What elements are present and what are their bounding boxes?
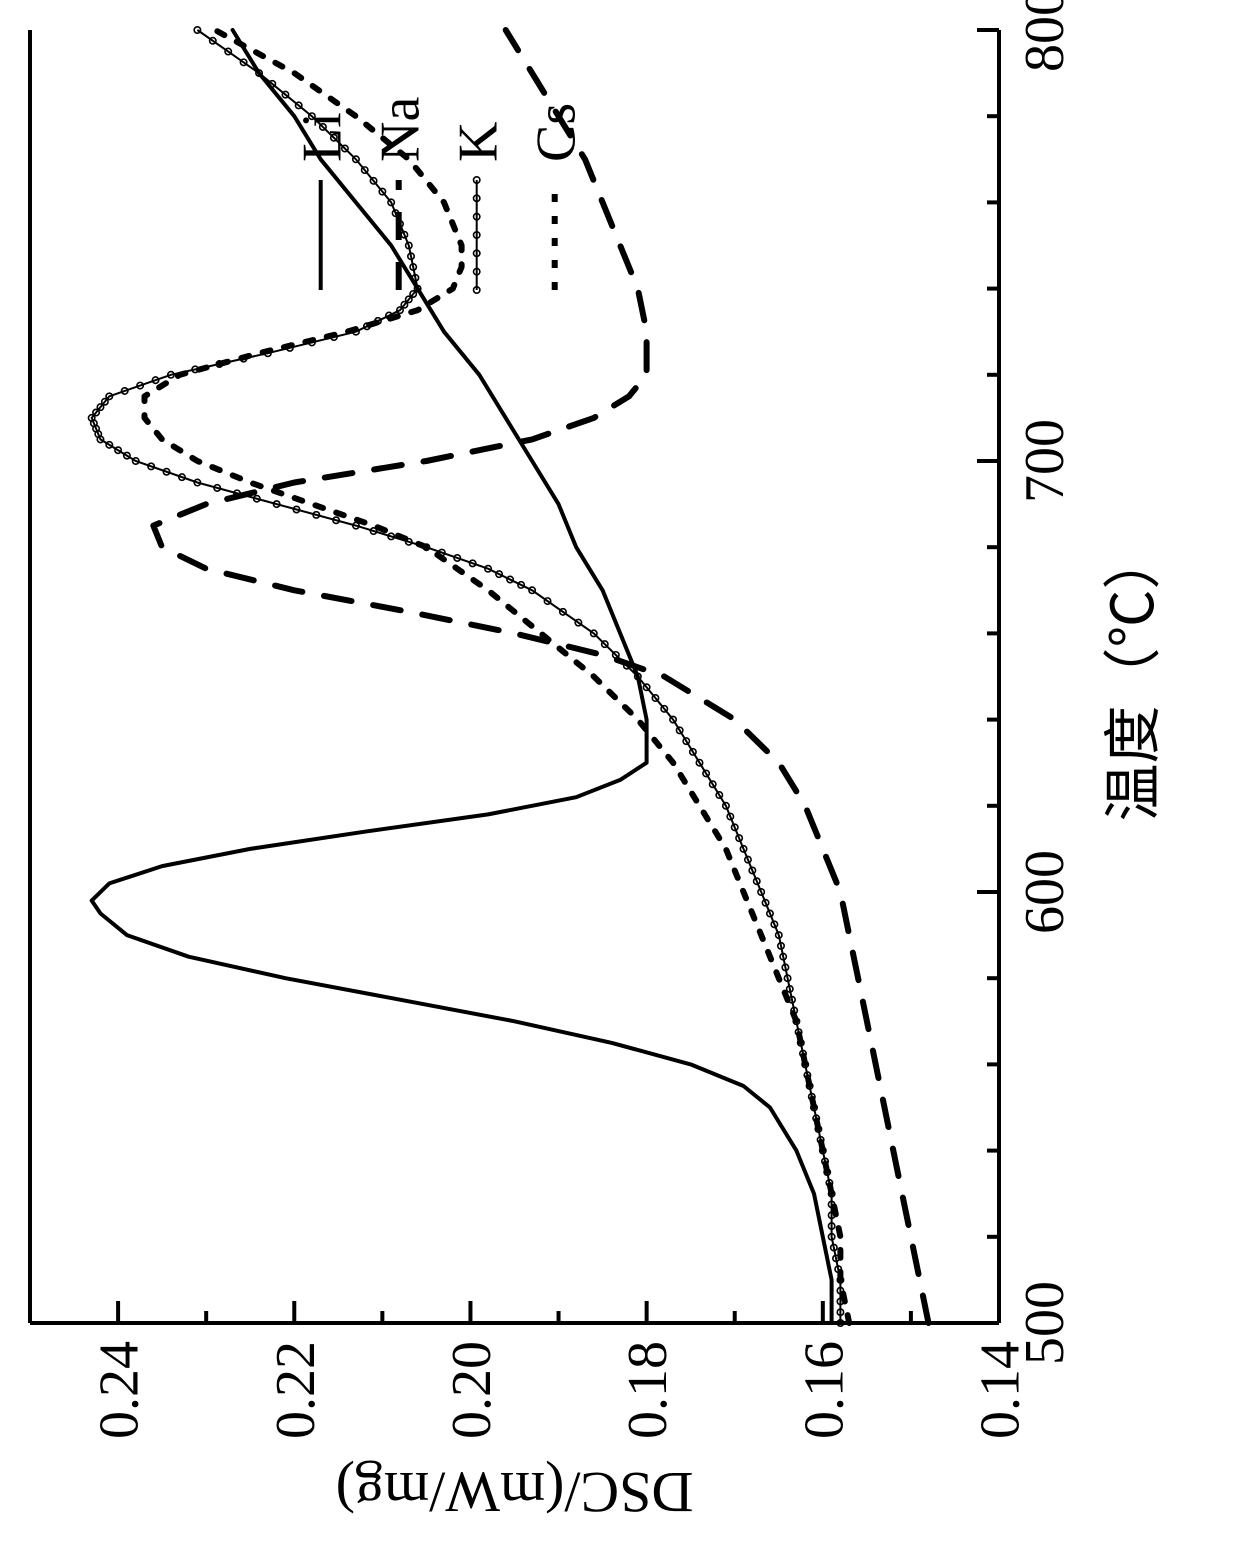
x-tick-label: 800 <box>1014 0 1076 72</box>
y-tick-label: 0.22 <box>265 1341 327 1439</box>
x-tick-label: 700 <box>1014 419 1076 503</box>
y-tick-label: 0.24 <box>89 1341 151 1439</box>
y-tick-label: 0.14 <box>970 1341 1032 1439</box>
legend-label-K: K <box>447 122 509 162</box>
legend-label-Li: Li <box>291 112 353 162</box>
legend-label-Na: Na <box>369 97 431 162</box>
y-axis-label: DSC/(mW/mg) <box>336 1460 694 1525</box>
x-tick-label: 600 <box>1014 850 1076 934</box>
legend-label-Cs: Cs <box>525 103 587 162</box>
dsc-chart: 5006007008000.140.160.180.200.220.24温度（℃… <box>0 0 1239 1543</box>
y-tick-label: 0.18 <box>617 1341 679 1439</box>
rotated-stage: 5006007008000.140.160.180.200.220.24温度（℃… <box>0 0 1239 1543</box>
y-tick-label: 0.20 <box>441 1341 503 1439</box>
y-tick-label: 0.16 <box>793 1341 855 1439</box>
x-axis-label: 温度（℃） <box>1101 531 1166 821</box>
